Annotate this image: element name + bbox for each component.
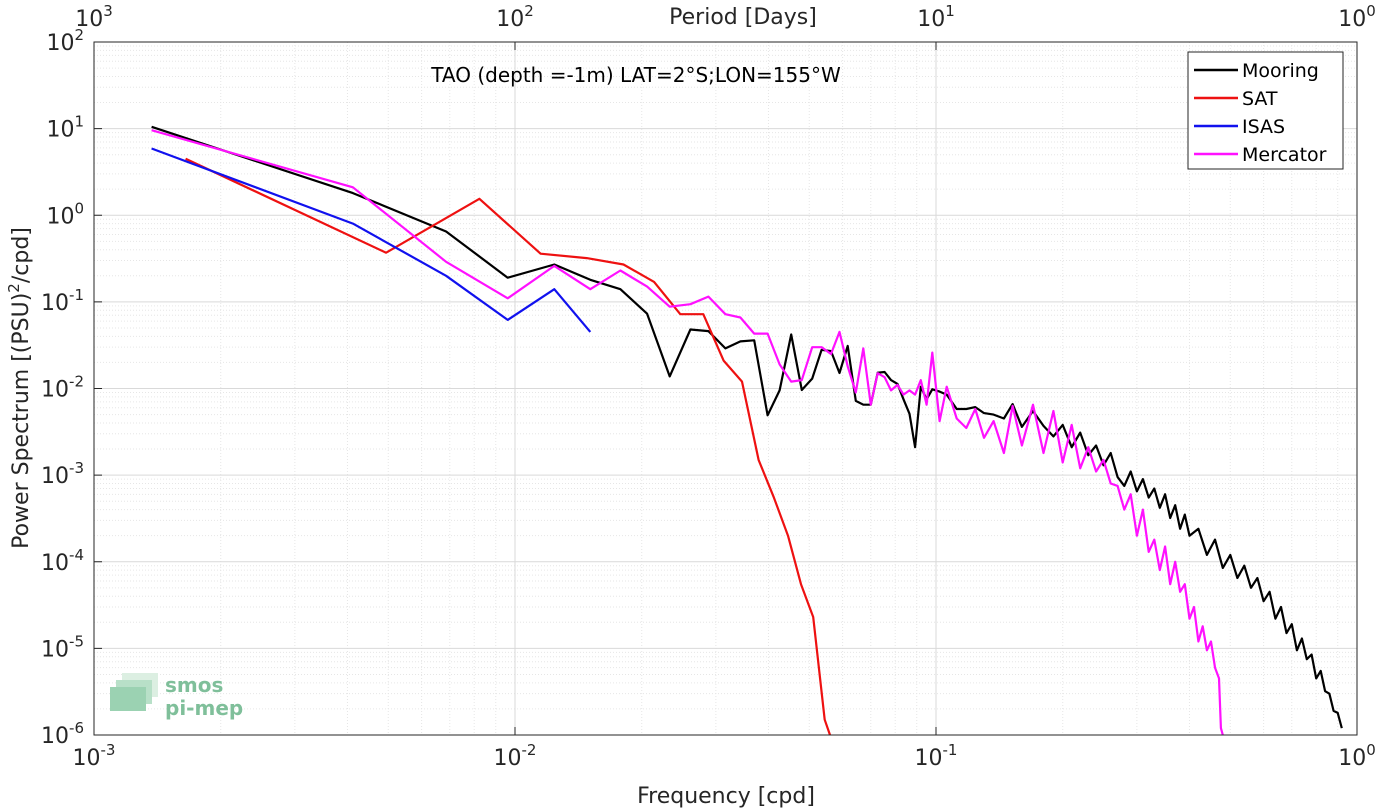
y-tick-label-exponent: -1 [69, 286, 84, 304]
x-tick-label-exponent: -1 [943, 741, 958, 759]
top-tick-label: 100 [1338, 2, 1376, 32]
legend-label-sat: SAT [1242, 88, 1278, 110]
y-axis-label-main: Power Spectrum [(PSU) [9, 293, 34, 549]
y-tick-label-exponent: -5 [69, 632, 84, 650]
y-tick-label-exponent: -2 [69, 373, 84, 391]
top-tick-label-base: 10 [496, 7, 524, 32]
y-tick-label-base: 10 [46, 31, 74, 56]
x-tick-label-base: 10 [73, 746, 101, 771]
y-axis-label-sup: 2 [5, 283, 23, 293]
y-tick-label: 10-1 [41, 286, 84, 316]
legend-label-mooring: Mooring [1242, 60, 1319, 82]
y-tick-label: 10-4 [41, 546, 84, 576]
smos-pi-mep-logo: smos pi-mep [110, 673, 243, 720]
logo-text-pi-mep: pi-mep [165, 696, 243, 720]
y-tick-label-exponent: 0 [74, 199, 84, 217]
top-tick-label-exponent: 3 [103, 2, 113, 20]
y-tick-label-base: 10 [41, 637, 69, 662]
top-tick-label: 101 [917, 2, 955, 32]
logo-layer-3 [110, 687, 146, 711]
y-tick-label-exponent: -6 [69, 719, 84, 737]
x-tick-label: 100 [1338, 741, 1376, 771]
y-axis-label-tail: /cpd] [9, 227, 34, 283]
x-tick-label-exponent: -3 [101, 741, 116, 759]
logo-text-smos: smos [165, 673, 223, 697]
y-tick-label-base: 10 [46, 204, 74, 229]
y-tick-label: 101 [46, 113, 84, 143]
legend-box [1187, 51, 1344, 170]
y-tick-label-base: 10 [41, 724, 69, 749]
y-tick-label-base: 10 [46, 118, 74, 143]
top-tick-label: 102 [496, 2, 534, 32]
y-tick-label-base: 10 [41, 378, 69, 403]
legend: Mooring SAT ISAS Mercator [1187, 51, 1344, 170]
y-tick-label-exponent: -4 [69, 546, 84, 564]
grid [93, 41, 1358, 736]
x-axis-label: Frequency [cpd] [637, 784, 815, 809]
y-tick-label-exponent: 2 [74, 26, 84, 44]
series-line-mooring [151, 125, 1343, 729]
x-tick-label-base: 10 [1338, 746, 1366, 771]
x-tick-label-exponent: 0 [1366, 741, 1376, 759]
x-tick-label: 10-2 [494, 741, 537, 771]
y-tick-label-exponent: 1 [74, 113, 84, 131]
y-tick-label-base: 10 [41, 291, 69, 316]
y-tick-label: 10-5 [41, 632, 84, 662]
series-line-sat [185, 157, 832, 736]
top-tick-label-exponent: 2 [524, 2, 534, 20]
x-tick-label-exponent: -2 [522, 741, 537, 759]
chart-title: TAO (depth =-1m) LAT=2°S;LON=155°W [430, 63, 841, 87]
top-tick-label: 103 [75, 2, 113, 32]
top-tick-label-base: 10 [917, 7, 945, 32]
legend-entries: Mooring SAT ISAS Mercator [1194, 60, 1327, 166]
y-tick-label: 10-6 [41, 719, 84, 749]
y-axis-label: Power Spectrum [(PSU)2/cpd] [5, 227, 34, 549]
top-axis-ticks: 103 102 101 100 [75, 2, 1376, 50]
y-tick-label-base: 10 [41, 464, 69, 489]
top-tick-label-base: 10 [1338, 7, 1366, 32]
x-axis-ticks: 10-3 10-2 10-1 100 [73, 727, 1376, 771]
top-axis-label: Period [Days] [669, 5, 817, 30]
y-tick-label-exponent: -3 [69, 459, 84, 477]
y-tick-label: 102 [46, 26, 84, 56]
y-tick-label: 100 [46, 199, 84, 229]
top-tick-label-base: 10 [75, 7, 103, 32]
x-tick-label: 10-3 [73, 741, 116, 771]
series-line-isas [151, 147, 592, 333]
series-line-mercator [151, 129, 1224, 736]
legend-label-isas: ISAS [1242, 116, 1285, 138]
y-tick-label: 10-2 [41, 373, 84, 403]
top-tick-label-exponent: 1 [945, 2, 955, 20]
top-tick-label-exponent: 0 [1366, 2, 1376, 20]
y-tick-label-base: 10 [41, 551, 69, 576]
x-tick-label-base: 10 [915, 746, 943, 771]
y-tick-label: 10-3 [41, 459, 84, 489]
legend-label-mercator: Mercator [1242, 144, 1327, 166]
x-tick-label-base: 10 [494, 746, 522, 771]
x-tick-label: 10-1 [915, 741, 958, 771]
series-lines [151, 125, 1343, 736]
